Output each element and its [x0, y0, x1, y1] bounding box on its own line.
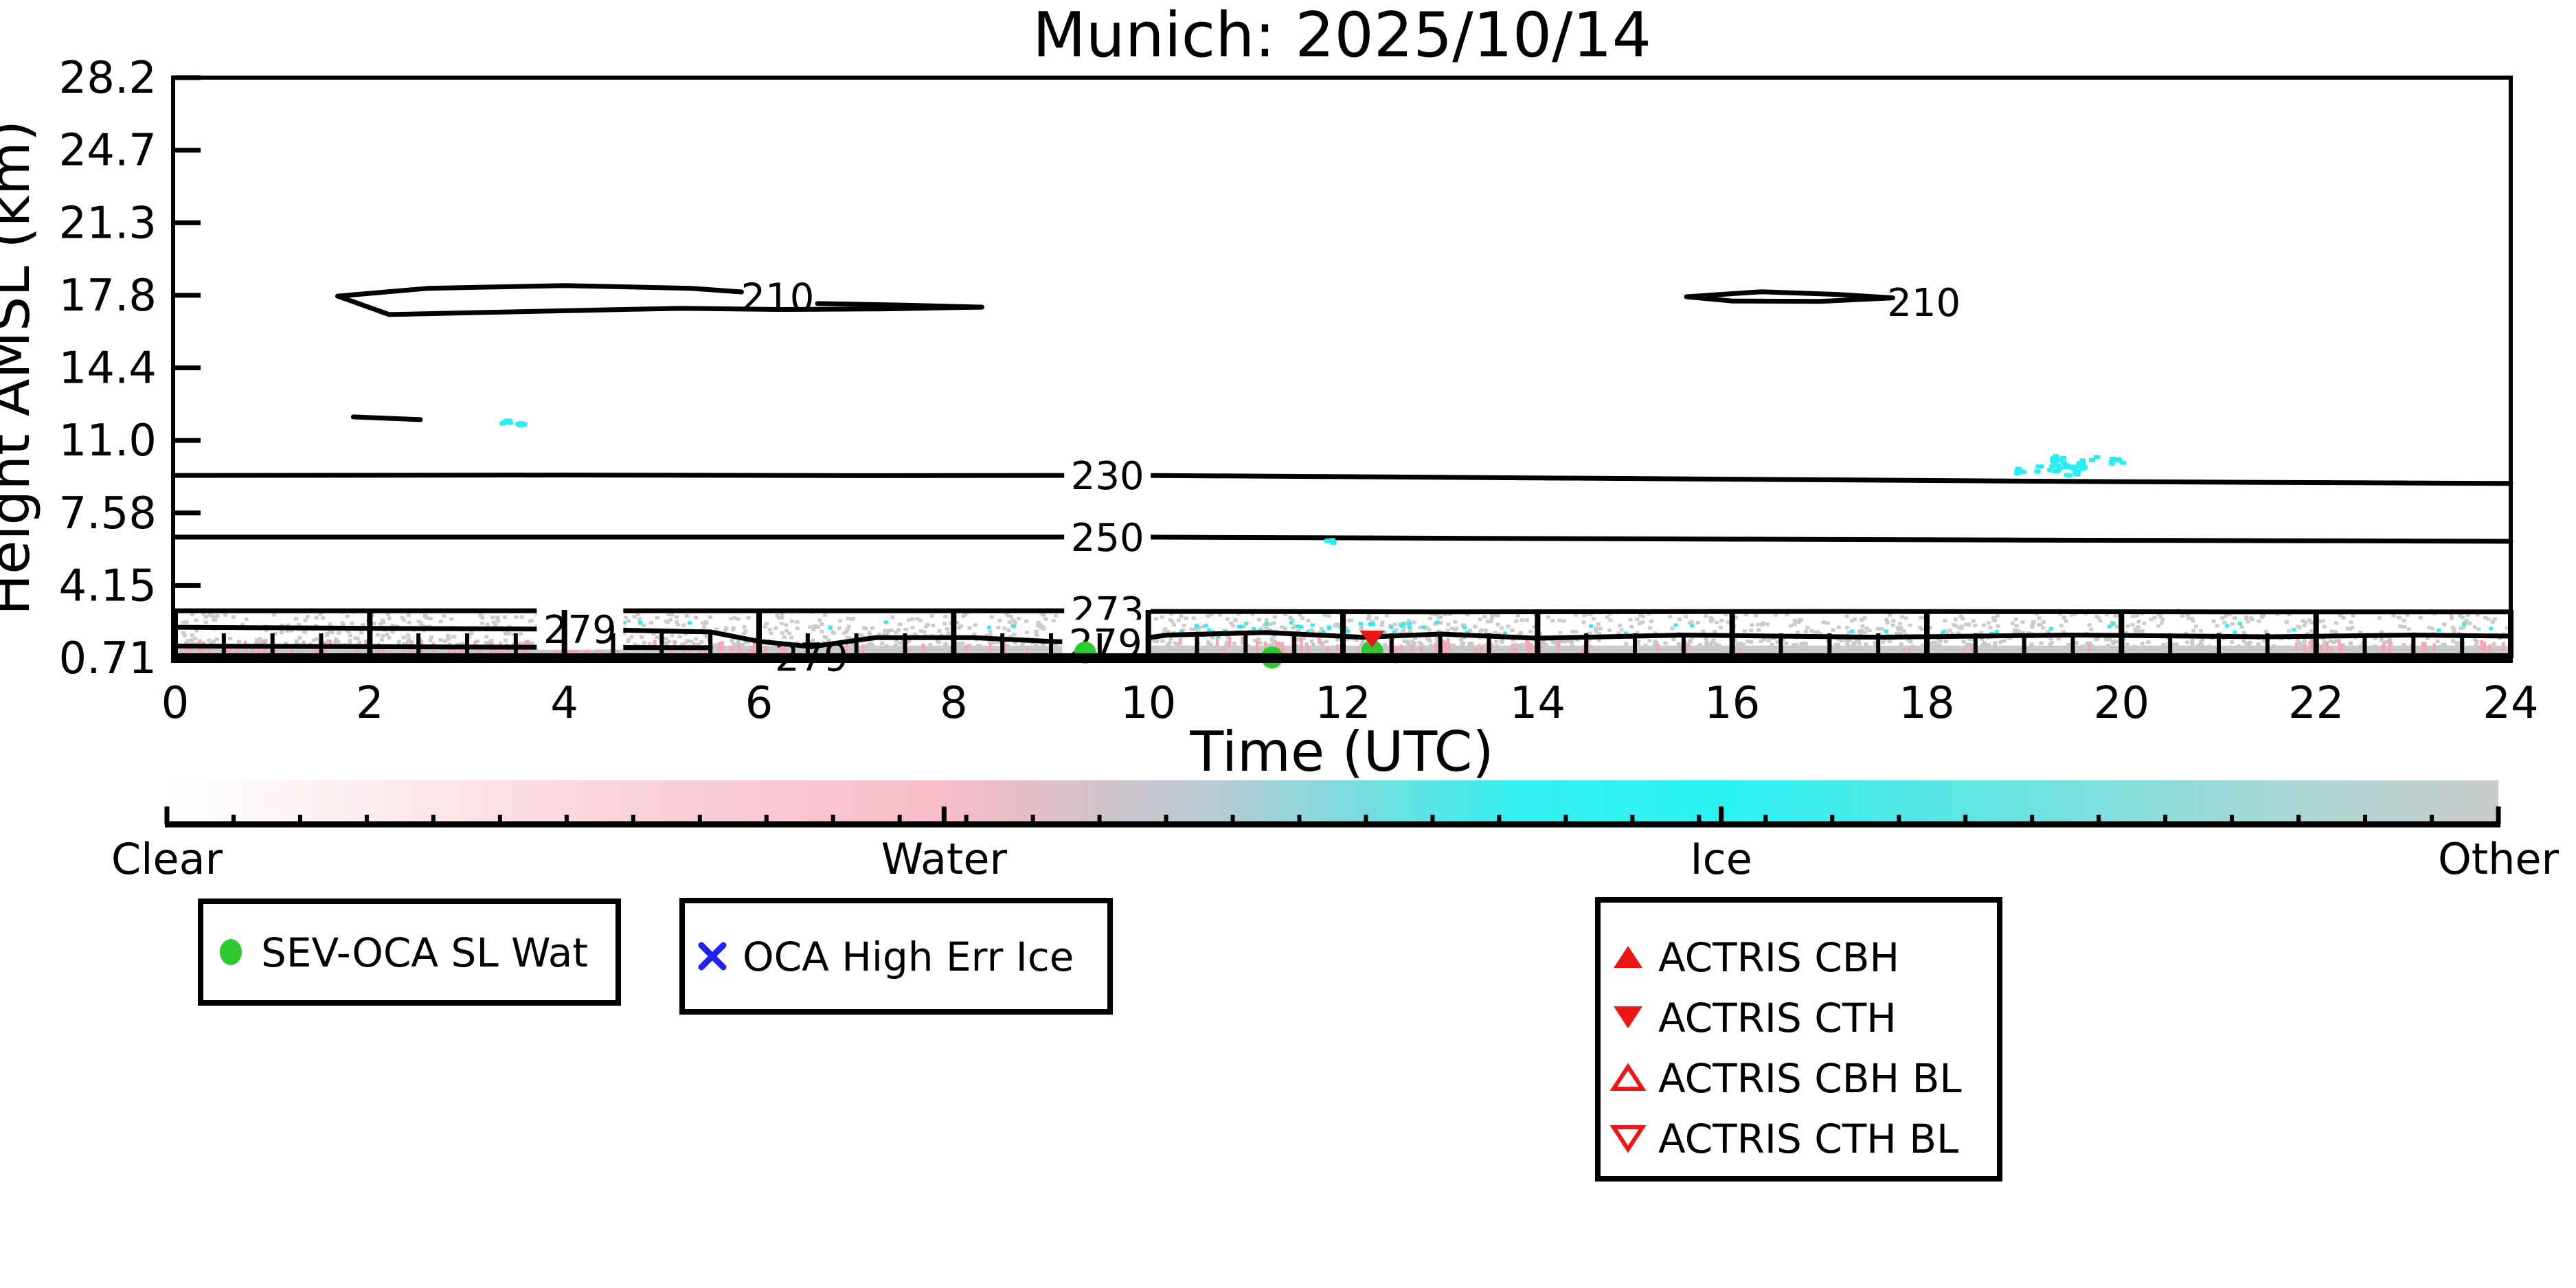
triangle-down-open-legend-marker-icon [1609, 1125, 1647, 1153]
x-legend-marker-icon [698, 942, 727, 971]
contour-label-bg [536, 605, 624, 650]
legend-box-actris: ACTRIS CBH ACTRIS CTH ACTRIS CBH BL ACTRIS … [1595, 897, 2002, 1182]
ice-patch [2108, 456, 2127, 466]
contour-label-250: 250 [1071, 516, 1144, 561]
x-tick-label: 10 [1120, 678, 1176, 729]
legend-frame [198, 899, 621, 1006]
legend-item-label: ACTRIS CBH BL [1658, 1055, 1962, 1102]
ice-patch [2034, 454, 2100, 478]
circle-legend-marker-icon [220, 939, 242, 965]
x-tick-label: 24 [2483, 678, 2538, 729]
legend-item-label: ACTRIS CTH BL [1658, 1116, 1958, 1162]
colorbar-gradient [167, 780, 2498, 824]
y-tick-label: 14.4 [59, 343, 157, 394]
y-axis-title: Height AMSL (km) [0, 120, 42, 615]
ice-patch [499, 418, 513, 426]
y-tick-label: 11.0 [59, 416, 157, 466]
legend-box-oca: OCA High Err Ice [679, 898, 1113, 1015]
y-tick-label: 4.15 [59, 561, 157, 611]
legend-box-sev: SEV-OCA SL Wat [198, 899, 621, 1006]
ice-patch [515, 421, 528, 428]
ice-patch [1324, 538, 1337, 545]
colorbar-category-label: Other [2438, 834, 2560, 884]
contour-label-210: 210 [1887, 281, 1961, 326]
x-tick-label: 18 [1899, 678, 1954, 729]
temperature-contour-210 [350, 414, 423, 422]
x-tick-label: 14 [1510, 678, 1566, 729]
surface-band-water-streaks [2295, 638, 2505, 662]
y-tick-label: 21.3 [59, 198, 157, 249]
x-tick-label: 4 [550, 678, 578, 729]
x-tick-label: 12 [1315, 678, 1370, 729]
figure-title: Munich: 2025/10/14 [1032, 0, 1651, 71]
y-tick-label: 7.58 [59, 488, 157, 539]
triangle-up-filled-legend-marker-icon [1614, 946, 1642, 968]
legend-frame [1595, 897, 2002, 1182]
triangle-up-open-legend-marker-icon [1609, 1063, 1647, 1091]
contour-label-bg [1064, 452, 1151, 497]
ice-patch [2014, 466, 2026, 476]
legend-item-label: OCA High Err Ice [743, 934, 1074, 980]
legend-frame [679, 898, 1113, 1015]
y-tick-label: 17.8 [59, 271, 157, 321]
temperature-contour-210 [335, 283, 984, 317]
x-tick-label: 8 [940, 678, 968, 729]
y-tick-label: 0.71 [59, 633, 157, 684]
actris-cth-markers [1359, 631, 1385, 648]
colorbar-category-label: Clear [111, 834, 223, 884]
x-tick-label: 22 [2288, 678, 2344, 729]
y-tick-label: 24.7 [59, 126, 157, 177]
temperature-contour-279 [172, 644, 713, 651]
colorbar-major-ticks [164, 806, 2501, 824]
temperature-contour-230 [172, 473, 2513, 486]
x-tick-label: 16 [1704, 678, 1760, 729]
colorbar-category-label: Ice [1690, 834, 1752, 884]
y-tick-label: 28.2 [59, 53, 157, 104]
x-axis-title: Time (UTC) [1189, 720, 1493, 784]
x-tick-label: 0 [161, 678, 190, 729]
temperature-contour-250 [172, 534, 2513, 544]
temperature-contour-210 [1684, 289, 1895, 304]
contour-label-bg [1064, 513, 1151, 558]
contour-label-210: 210 [741, 276, 814, 321]
temperature-contour-279 [172, 624, 2513, 649]
x-tick-label: 6 [745, 678, 773, 729]
surface-band-water-streaks [780, 643, 1029, 662]
legend-item-label: SEV-OCA SL Wat [261, 929, 588, 976]
x-tick-label: 20 [2094, 678, 2149, 729]
legend-item-label: ACTRIS CBH [1658, 934, 1899, 981]
contour-label-279: 279 [543, 608, 617, 653]
x-tick-label: 2 [356, 678, 384, 729]
colorbar-category-label: Water [881, 834, 1008, 884]
legend-item-label: ACTRIS CTH [1658, 995, 1897, 1041]
triangle-down-filled-legend-marker-icon [1614, 1006, 1642, 1028]
contour-label-230: 230 [1071, 454, 1144, 499]
